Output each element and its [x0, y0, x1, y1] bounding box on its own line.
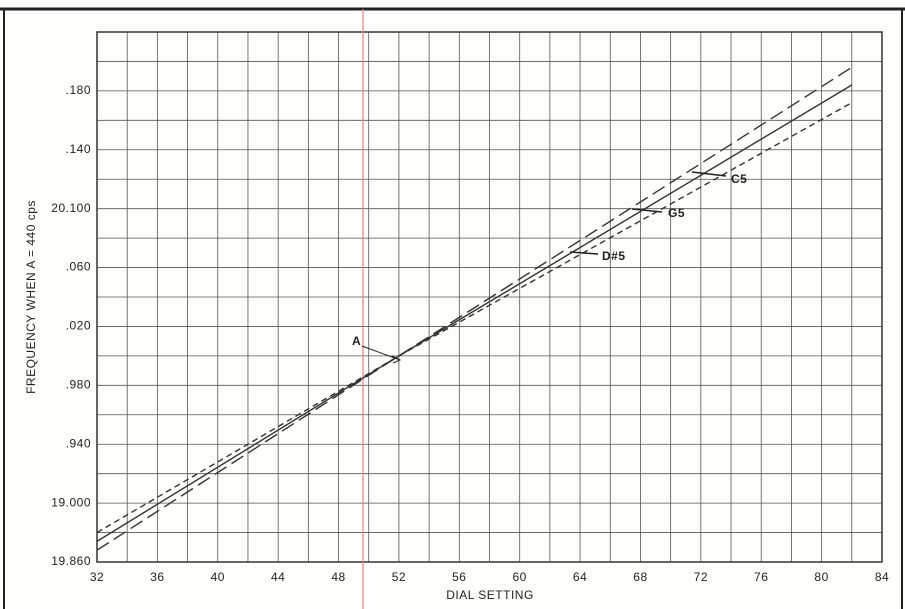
note-marker: [569, 251, 599, 255]
x-tick-label: 36: [150, 570, 164, 584]
data-line: [96, 84, 853, 542]
x-tick-label: 80: [814, 570, 828, 584]
annotation: D#5: [602, 249, 626, 263]
x-tick-label: 52: [392, 570, 406, 584]
note-marker: [691, 171, 727, 177]
y-tick-label: .940: [66, 436, 91, 450]
x-tick-label: 76: [754, 570, 768, 584]
annotation: C5: [731, 172, 747, 186]
x-tick-label: 60: [513, 570, 527, 584]
x-tick-label: 40: [211, 570, 225, 584]
y-tick-label: .180: [66, 83, 91, 97]
x-axis-label: DIAL SETTING: [446, 588, 534, 602]
y-tick-label: .980: [66, 378, 91, 392]
y-tick-label: 20.100: [51, 201, 91, 215]
annotation: A: [352, 334, 361, 348]
x-tick-label: 64: [573, 570, 587, 584]
y-tick-label: .020: [66, 319, 91, 333]
annotation: G5: [668, 206, 685, 220]
plot-frame: [96, 31, 883, 563]
x-tick-label: 48: [331, 570, 345, 584]
data-line: [96, 102, 853, 534]
x-tick-label: 44: [271, 570, 285, 584]
x-tick-label: 84: [875, 570, 889, 584]
x-tick-label: 68: [633, 570, 647, 584]
y-tick-label: 19.000: [51, 495, 91, 509]
annotation-arrow: [361, 345, 402, 364]
x-tick-label: 32: [90, 570, 104, 584]
x-tick-label: 72: [694, 570, 708, 584]
note-marker: [631, 208, 663, 213]
y-tick-label: .060: [66, 260, 91, 274]
y-tick-label: 19.860: [51, 554, 91, 568]
x-tick-label: 56: [452, 570, 466, 584]
y-tick-label: .140: [66, 142, 91, 156]
y-axis-label: FREQUENCY WHEN A = 440 cps: [24, 200, 38, 394]
